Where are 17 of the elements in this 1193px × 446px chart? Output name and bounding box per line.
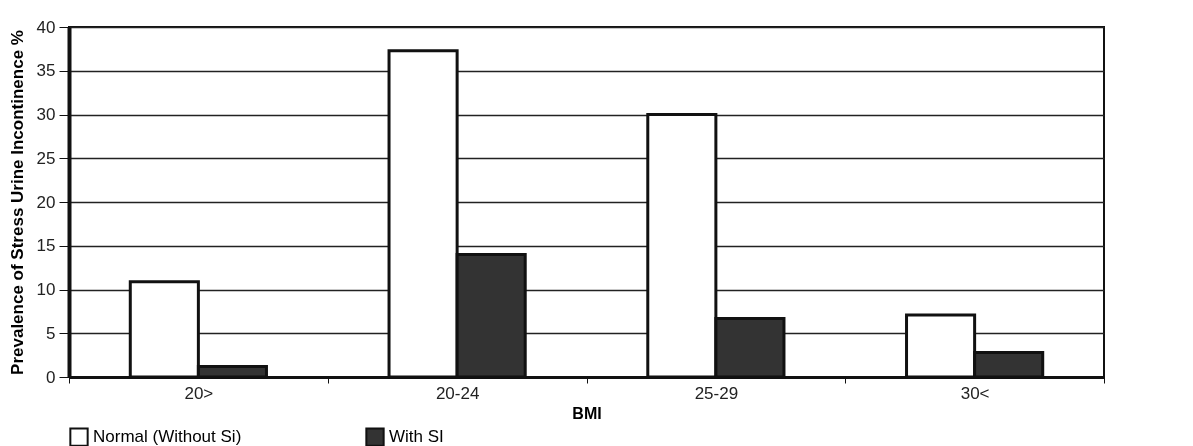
y-tick-label: 20 [36, 192, 56, 212]
y-tick-label: 25 [36, 148, 56, 168]
x-tick-label: 30< [960, 383, 990, 403]
y-axis-title: Prevalence of Stress Urine Incontinence % [7, 30, 27, 375]
legend-label: Normal (Without Si) [93, 427, 242, 446]
x-tick-label: 20> [184, 383, 214, 403]
x-tick-label: 20-24 [435, 383, 480, 403]
x-tick-label: 25-29 [694, 383, 739, 403]
y-tick-label: 40 [36, 17, 56, 37]
y-tick-label: 30 [36, 105, 56, 124]
x-axis-title: BMI [572, 404, 602, 422]
y-tick-label: 0 [46, 367, 56, 387]
y-tick-label: 35 [36, 61, 56, 81]
y-tick-label: 5 [46, 323, 56, 343]
legend-label: With SI [389, 427, 444, 446]
y-tick-label: 15 [36, 236, 56, 256]
y-tick-label: 10 [36, 280, 56, 299]
